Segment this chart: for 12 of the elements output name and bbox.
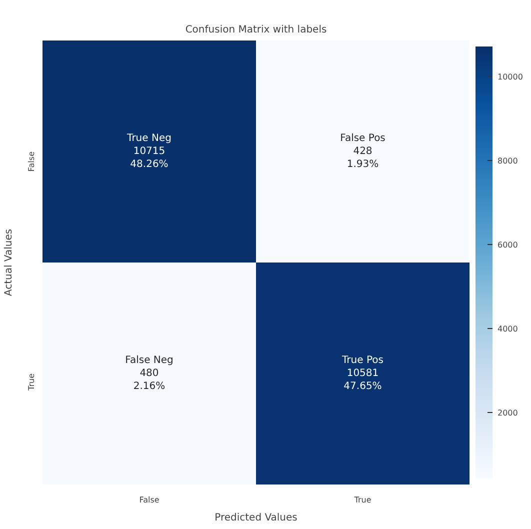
color-bar-label: 10000 [498,72,523,82]
color-bar-label: 8000 [498,156,518,166]
color-bar-label: 6000 [498,240,518,250]
y-axis-title: Actual Values [4,228,14,296]
data-label: True Neg 10715 48.26% [126,132,172,170]
data-label: True Pos 10581 47.65% [341,354,384,392]
color-bar-label: 2000 [498,408,518,418]
data-label: False Pos 428 1.93% [340,132,386,170]
chart-title: Confusion Matrix with labels [185,24,327,36]
x-axis-title: Predicted Values [214,512,298,524]
data-label: False Neg 480 2.16% [125,354,174,392]
color-bar-label: 4000 [498,324,518,334]
